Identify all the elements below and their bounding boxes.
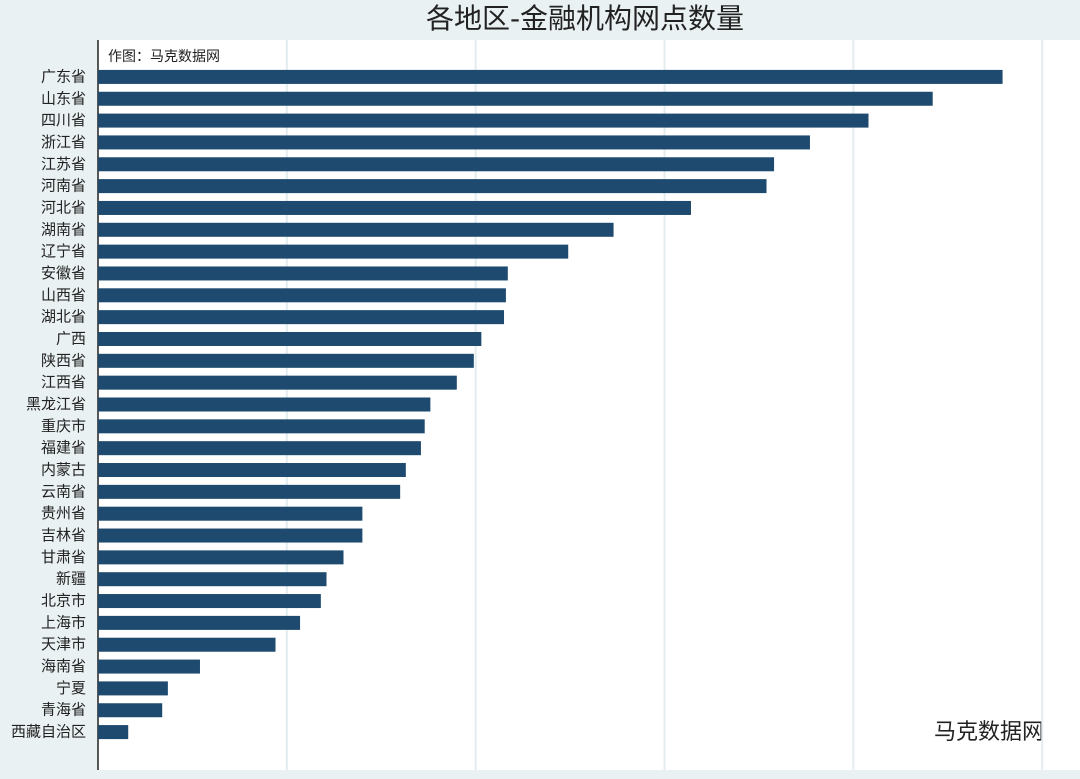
bar (98, 397, 431, 412)
bar (98, 200, 691, 215)
bar (98, 266, 508, 281)
bar (98, 572, 327, 587)
bar (98, 135, 810, 150)
y-tick-label: 黑龙江省 (26, 395, 86, 413)
y-tick-label: 青海省 (41, 701, 86, 719)
y-tick-label: 上海市 (41, 613, 86, 631)
bar (98, 550, 344, 565)
y-tick-label: 贵州省 (41, 504, 86, 522)
y-tick-label: 河北省 (41, 198, 86, 216)
bar (98, 637, 276, 652)
bar (98, 594, 321, 609)
y-tick-label: 福建省 (41, 439, 86, 457)
bar (98, 463, 406, 478)
bar (98, 506, 363, 521)
bar (98, 331, 482, 346)
y-tick-label: 江西省 (41, 373, 86, 391)
y-tick-label: 海南省 (41, 657, 86, 675)
y-tick-label: 山东省 (41, 89, 86, 107)
y-tick-label: 云南省 (41, 482, 86, 500)
bar (98, 222, 614, 237)
y-tick-label: 湖北省 (41, 308, 86, 326)
bar (98, 113, 869, 128)
bar (98, 528, 363, 543)
y-tick-label: 内蒙古 (41, 461, 86, 479)
y-tick-label: 山西省 (41, 286, 86, 304)
y-tick-label: 甘肃省 (41, 548, 86, 566)
bar (98, 725, 129, 740)
bar (98, 157, 775, 172)
bar (98, 353, 474, 368)
bar (98, 659, 200, 674)
subtitle: 作图：马克数据网 (108, 49, 220, 65)
y-tick-label: 天津市 (41, 635, 86, 653)
bar (98, 615, 301, 630)
bar (98, 375, 457, 390)
bar (98, 69, 1003, 84)
y-tick-label: 安徽省 (41, 264, 86, 282)
y-tick-label: 湖南省 (41, 220, 86, 238)
y-tick-label: 浙江省 (41, 133, 86, 151)
y-tick-label: 重庆市 (41, 417, 86, 435)
bar (98, 419, 425, 434)
bar (98, 91, 933, 106)
bar (98, 244, 569, 259)
bar (98, 681, 168, 696)
y-tick-label: 北京市 (41, 592, 86, 610)
bar (98, 179, 767, 194)
watermark: 马克数据网 (934, 720, 1044, 745)
y-tick-label: 辽宁省 (41, 242, 86, 260)
bar (98, 288, 506, 303)
y-tick-label: 宁夏 (56, 679, 86, 697)
bar (98, 703, 163, 718)
y-tick-label: 吉林省 (41, 526, 86, 544)
y-tick-label: 四川省 (41, 111, 86, 129)
y-tick-label: 陕西省 (41, 351, 86, 369)
y-tick-label: 河南省 (41, 177, 86, 195)
y-tick-label: 西藏自治区 (11, 723, 86, 741)
bar (98, 484, 401, 499)
bar (98, 441, 421, 456)
bar (98, 310, 505, 325)
y-tick-label: 广西 (56, 329, 86, 347)
y-tick-label: 新疆 (56, 570, 86, 588)
chart-title: 各地区-金融机构网点数量 (426, 2, 744, 35)
y-tick-label: 广东省 (41, 67, 86, 85)
y-tick-label: 江苏省 (41, 155, 86, 173)
